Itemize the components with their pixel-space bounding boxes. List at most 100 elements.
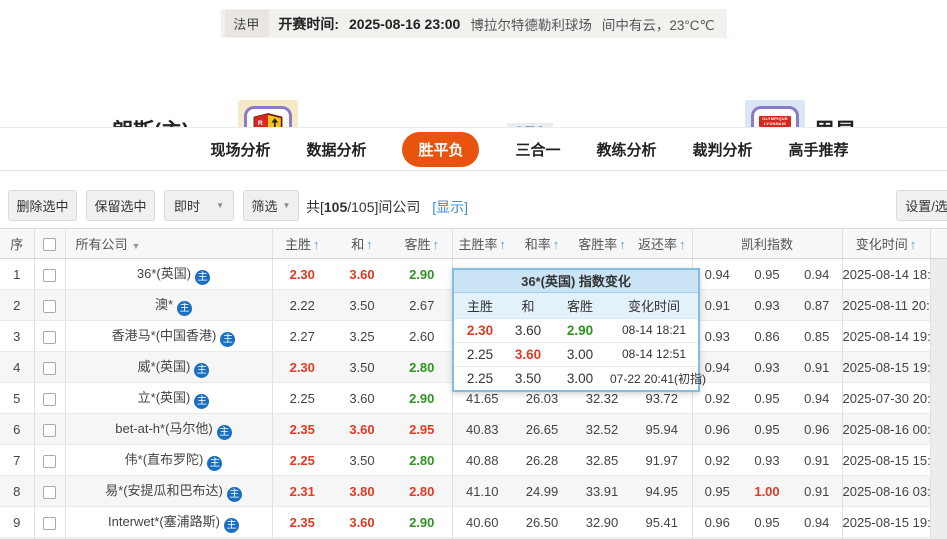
away-odds-cell[interactable]: 2.95 [392,413,453,445]
checkbox-cell [34,506,66,538]
change-time-cell: 2025-07-30 20:16 [842,382,931,414]
kelly-cell: 0.94 [692,258,742,290]
table-row: 1 36*(英国) 主 2.30 3.60 2.90 0.94 0.95 0.94 2025-08… [0,258,947,290]
rate-cell: 40.60 [452,506,512,538]
company-name[interactable]: 36*(英国) [136,266,192,281]
filter-dropdown[interactable]: 筛选 ▼ [243,190,299,221]
draw-odds-cell[interactable]: 3.60 [332,382,392,414]
rate-cell: 32.85 [572,444,632,476]
clipped-cell [929,382,947,414]
popup-home-odds: 2.25 [466,370,494,386]
draw-odds-cell[interactable]: 3.50 [332,351,392,383]
row-index: 9 [0,506,35,538]
show-link[interactable]: [显示] [432,199,469,215]
instant-dropdown[interactable]: 即时 ▼ [164,190,234,221]
col-draw-rate[interactable]: 和率 ↑ [512,228,572,259]
company-name[interactable]: 伟*(直布罗陀) [124,452,204,467]
company-name[interactable]: 香港马*(中国香港) [111,328,217,343]
col-company[interactable]: 所有公司 ▼ [65,228,273,259]
row-checkbox[interactable] [43,485,56,499]
select-all-checkbox[interactable] [43,238,56,252]
sort-asc-icon: ↑ [679,237,686,252]
draw-odds-cell[interactable]: 3.50 [332,289,392,321]
company-name[interactable]: 澳* [154,297,174,312]
row-checkbox[interactable] [43,454,56,468]
col-clipped [930,228,947,259]
table-row: 7 伟*(直布罗陀) 主 2.25 3.50 2.80 40.88 26.28 32.85 91.… [0,444,947,476]
keep-selected-button[interactable]: 保留选中 [86,190,155,221]
settings-button[interactable]: 设置/选择 [896,190,947,221]
company-name[interactable]: bet-at-h*(马尔他) [115,421,213,436]
away-odds-cell[interactable]: 2.80 [392,351,453,383]
tab-6[interactable]: 裁判分析 [692,141,753,159]
draw-odds-cell[interactable]: 3.80 [332,475,392,507]
row-checkbox[interactable] [43,392,56,406]
away-odds-cell[interactable]: 2.67 [392,289,453,321]
home-odds-cell[interactable]: 2.35 [272,506,332,538]
col-away-rate[interactable]: 客胜率 ↑ [572,228,632,259]
popup-away-odds: 3.00 [550,342,610,367]
row-checkbox[interactable] [43,516,56,530]
tab-1[interactable]: 现场分析 [210,141,271,159]
rate-cell: 32.90 [572,506,632,538]
company-name[interactable]: 立*(英国) [137,390,191,405]
rate-cell: 94.95 [632,475,693,507]
col-draw-odds[interactable]: 和 ↑ [332,228,392,259]
match-info-bar: 法甲 开赛时间: 2025-08-16 23:00 博拉尔特德勒利球场 间中有云… [220,9,727,38]
away-odds-cell[interactable]: 2.80 [392,475,453,507]
home-odds-cell[interactable]: 2.30 [272,258,332,290]
kelly-cell: 0.95 [742,382,792,414]
tab-7[interactable]: 高手推荐 [788,141,849,159]
change-time-cell: 2025-08-14 18:22 [842,258,931,290]
away-odds-cell[interactable]: 2.90 [392,506,453,538]
popup-change-time: 07-22 20:41(初指) [610,371,707,386]
home-odds-cell[interactable]: 2.25 [272,444,332,476]
popup-row: 2.25 3.60 3.00 08-14 12:51 [454,342,698,367]
checkbox-cell [34,413,66,445]
row-checkbox[interactable] [43,361,56,375]
col-home-rate[interactable]: 主胜率 ↑ [452,228,512,259]
sort-asc-icon: ↑ [366,237,373,252]
col-change-time[interactable]: 变化时间 ↑ [842,228,931,259]
away-odds-cell[interactable]: 2.60 [392,320,453,352]
row-checkbox[interactable] [43,268,56,282]
draw-odds-cell[interactable]: 3.25 [332,320,392,352]
checkbox-cell [34,382,66,414]
kelly-cell: 0.92 [692,444,742,476]
home-odds-cell[interactable]: 2.30 [272,351,332,383]
draw-odds-cell[interactable]: 3.60 [332,413,392,445]
home-odds-cell[interactable]: 2.35 [272,413,332,445]
draw-odds-cell[interactable]: 3.50 [332,444,392,476]
home-odds-cell[interactable]: 2.25 [272,382,332,414]
company-name[interactable]: 易*(安提瓜和巴布达) [105,483,223,498]
company-name[interactable]: 威*(英国) [137,359,191,374]
row-index: 8 [0,475,35,507]
row-checkbox[interactable] [43,330,56,344]
draw-odds-cell[interactable]: 3.60 [332,258,392,290]
tab-2[interactable]: 数据分析 [306,141,367,159]
tab-5[interactable]: 教练分析 [596,141,657,159]
host-badge-icon: 主 [220,332,236,347]
col-home-odds[interactable]: 主胜 ↑ [272,228,332,259]
draw-odds-cell[interactable]: 3.60 [332,506,392,538]
kelly-cell: 0.94 [792,258,843,290]
home-odds-cell[interactable]: 2.22 [272,289,332,321]
home-odds-cell[interactable]: 2.27 [272,320,332,352]
chevron-down-icon: ▼ [216,201,224,210]
change-time-cell: 2025-08-11 20:57 [842,289,931,321]
tab-3-active[interactable]: 胜平负 [402,131,480,167]
away-odds-cell[interactable]: 2.80 [392,444,453,476]
col-away-odds[interactable]: 客胜 ↑ [392,228,453,259]
away-odds-cell[interactable]: 2.90 [392,382,453,414]
away-odds-cell[interactable]: 2.90 [392,258,453,290]
row-checkbox[interactable] [43,299,56,313]
popup-home-odds: 2.25 [454,342,506,367]
company-name[interactable]: Interwet*(塞浦路斯) [108,514,220,529]
kelly-cell: 0.91 [792,444,843,476]
delete-selected-button[interactable]: 删除选中 [8,190,77,221]
row-checkbox[interactable] [43,423,56,437]
tab-4[interactable]: 三合一 [515,141,561,159]
col-return-rate[interactable]: 返还率 ↑ [632,228,693,259]
home-odds-cell[interactable]: 2.31 [272,475,332,507]
weather-text: 间中有云，23°C℃ [601,17,715,33]
